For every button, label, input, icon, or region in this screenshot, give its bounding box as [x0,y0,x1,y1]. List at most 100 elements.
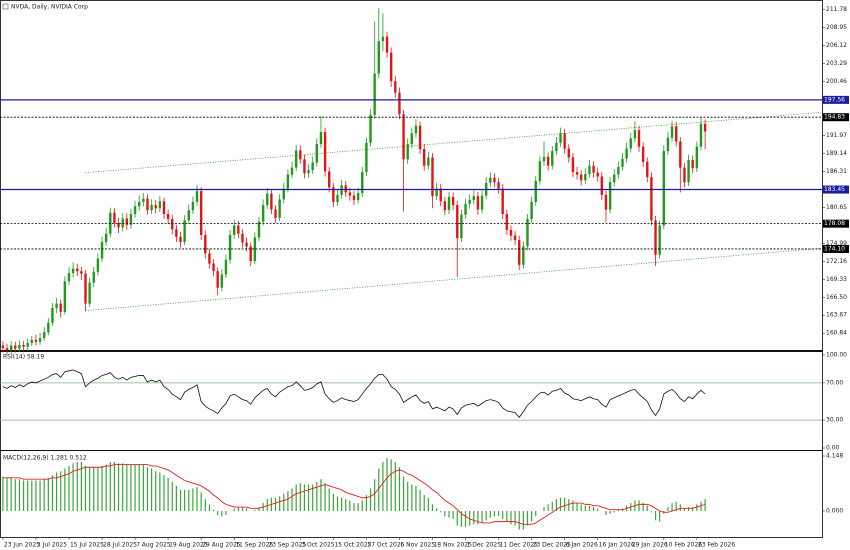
candle-body [42,332,46,338]
level-label: 183.45 [824,186,845,193]
candle-body [51,308,54,323]
candle-body [406,144,409,160]
candle-body [228,234,232,260]
candle-body [315,144,319,163]
candle-body [344,185,347,193]
x-tick-label: 23 Sep 2025 [268,542,306,549]
level-label: 194.83 [824,114,845,121]
candle-body [447,196,451,211]
rsi-title: RSI(14) 58.19 [3,354,44,361]
candle-body [22,344,25,347]
candle-body [679,141,682,168]
candle-body [14,345,17,349]
candle-body [257,221,261,238]
y-tick-label: 160.84 [826,330,847,337]
candle-body [204,234,207,254]
candle-body [621,158,624,167]
candle-body [402,114,405,160]
candle-body [588,165,591,174]
candle-body [489,177,492,183]
y-tick-label: 186.31 [826,168,847,175]
trendline [85,247,821,311]
candle-body [154,205,157,209]
candle-body [278,199,281,218]
candle-body [266,193,269,206]
candle-body [389,52,393,82]
x-tick-label: 16 Jan 2026 [599,542,635,549]
x-tick-label: 3 Oct 2025 [301,542,334,549]
candle-body [92,271,95,283]
x-tick-label: 29 Jan 2026 [632,542,668,549]
candle-body [472,196,475,201]
candle-body [534,180,537,202]
candle-body [150,205,153,211]
candle-body [658,225,661,255]
candle-body [67,273,71,282]
candle-body [592,165,595,173]
candle-body [270,193,273,210]
x-tick-label: 29 Aug 2025 [202,542,241,549]
candle-body [369,114,372,143]
candle-body [633,130,637,139]
candle-body [629,138,632,149]
candle-body [381,36,385,42]
candle-body [220,274,224,288]
candle-body [253,237,257,262]
y-tick-label: 100.00 [826,352,847,359]
candle-body [146,198,149,211]
candle-body [530,201,533,220]
candle-body [617,166,620,175]
x-tick-label: 10 Feb 2026 [665,542,703,549]
frame [0,0,823,538]
y-tick-label: 203.29 [826,60,847,67]
candle-body [323,132,327,172]
candle-body [18,344,21,349]
candle-body [117,222,120,228]
candle-body [63,281,67,312]
candle-body [480,195,484,210]
candle-body [513,235,517,241]
candle-body [476,196,480,210]
candle-body [249,246,252,262]
candle-body [224,259,228,275]
candle-body [109,212,112,234]
candle-body [662,151,665,226]
candle-body [5,348,9,350]
candle-body [311,162,314,171]
candle-body [166,213,170,220]
level-label: 174.10 [824,245,845,252]
candle-body [377,41,380,74]
candle-body [666,137,670,152]
candle-body [691,159,694,169]
candle-body [361,172,364,194]
candle-body [546,156,550,166]
candle-body [493,177,496,183]
macd-title: MACD(12,26,9) 1.281 0.512 [3,455,87,462]
candle-body [121,218,124,228]
candle-body [142,198,145,202]
candle-body [423,149,426,166]
candle-body [34,339,38,342]
candle-body [613,174,616,183]
candle-body [175,229,178,237]
candle-body [71,268,75,274]
y-tick-label: 169.33 [826,276,847,283]
candle-body [158,201,162,209]
candle-body [113,212,116,223]
y-tick-label: 30.00 [826,417,843,424]
candle-body [641,146,645,162]
candle-body [290,167,294,175]
candle-body [133,206,137,214]
candle-body [646,161,649,178]
candle-body [26,343,29,347]
candle-body [559,133,562,143]
candle-body [654,220,657,255]
candle-body [584,173,587,181]
candle-body [138,201,141,207]
candle-body [567,148,570,158]
candle-body [398,92,401,115]
level-label-box [823,244,849,253]
candle-body [600,176,604,195]
candle-body [125,218,129,225]
